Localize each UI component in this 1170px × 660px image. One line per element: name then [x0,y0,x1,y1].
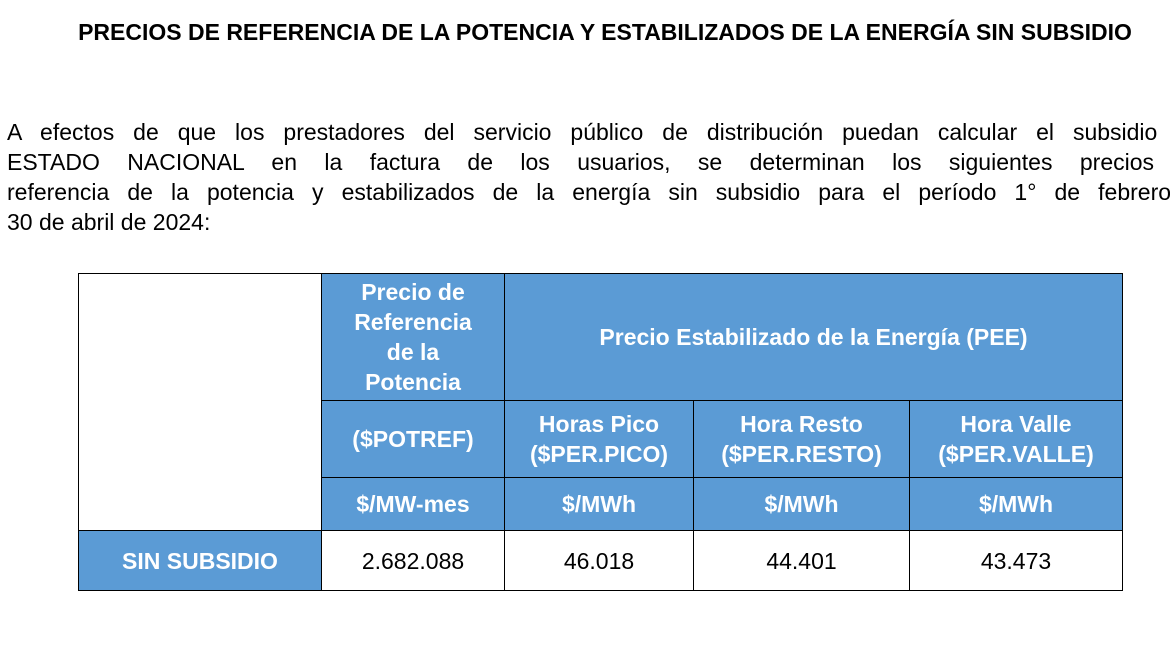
pico-header-cell: Horas Pico ($PER.PICO) [504,400,694,478]
resto-code: ($PER.RESTO) [721,441,882,467]
valle-code: ($PER.VALLE) [938,441,1094,467]
value-resto: 44.401 [693,530,910,591]
unit-cell: $/MWh [909,477,1123,531]
valle-header-cell: Hora Valle ($PER.VALLE) [909,400,1123,478]
value-pico: 46.018 [504,530,694,591]
paragraph-line: referencia de la potencia y estabilizado… [7,179,1170,205]
valle-name: Hora Valle [960,411,1072,437]
potencia-header-label: Precio de Referencia de la Potencia [354,279,472,395]
pee-header-cell: Precio Estabilizado de la Energía (PEE) [504,273,1123,401]
empty-corner-cell [78,273,322,531]
pico-code: ($PER.PICO) [529,441,669,467]
potencia-header-cell: Precio de Referencia de la Potencia [321,273,505,401]
potref-code-cell: ($POTREF) [321,400,505,478]
resto-header-cell: Hora Resto ($PER.RESTO) [693,400,910,478]
value-valle: 43.473 [909,530,1123,591]
intro-paragraph: A efectos de que los prestadores del ser… [7,117,1170,237]
unit-cell: $/MW-mes [321,477,505,531]
paragraph-line: ESTADO NACIONAL en la factura de los usu… [7,149,1170,175]
paragraph-line: A efectos de que los prestadores del ser… [7,119,1170,145]
unit-cell: $/MWh [504,477,694,531]
unit-cell: $/MWh [693,477,910,531]
value-potref: 2.682.088 [321,530,505,591]
paragraph-line: 30 de abril de 2024: [7,209,211,235]
resto-name: Hora Resto [740,411,863,437]
pico-name: Horas Pico [538,411,660,437]
row-label-sin-subsidio: SIN SUBSIDIO [78,530,322,591]
page-title: PRECIOS DE REFERENCIA DE LA POTENCIA Y E… [78,19,1132,45]
prices-table: Precio de Referencia de la Potencia Prec… [78,273,1123,591]
